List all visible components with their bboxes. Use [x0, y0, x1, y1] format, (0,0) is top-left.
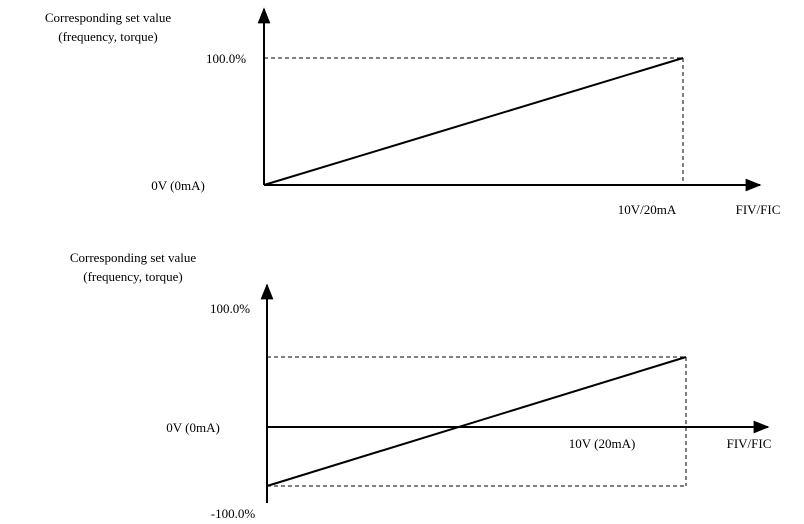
top-ylabel-line2: (frequency, torque) — [58, 29, 158, 44]
top-x-axis-label: FIV/FIC — [736, 202, 781, 217]
bottom-x-max-label: 10V (20mA) — [569, 436, 636, 451]
bottom-x-axis-label: FIV/FIC — [727, 436, 772, 451]
bottom-setting-curve — [266, 356, 687, 487]
top-setting-curve — [263, 57, 684, 186]
bottom-y-min-label: -100.0% — [211, 506, 256, 521]
bottom-ylabel-line1: Corresponding set value — [70, 250, 197, 265]
bottom-y-max-label: 100.0% — [210, 301, 250, 316]
bottom-graph: Corresponding set value (frequency, torq… — [70, 250, 772, 521]
top-x-max-label: 10V/20mA — [618, 202, 677, 217]
top-y-max-label: 100.0% — [206, 51, 246, 66]
top-origin-label: 0V (0mA) — [151, 178, 205, 193]
bottom-ylabel-line2: (frequency, torque) — [83, 269, 183, 284]
bottom-origin-label: 0V (0mA) — [166, 420, 220, 435]
top-ylabel-line1: Corresponding set value — [45, 10, 172, 25]
top-graph: Corresponding set value (frequency, torq… — [45, 7, 781, 217]
